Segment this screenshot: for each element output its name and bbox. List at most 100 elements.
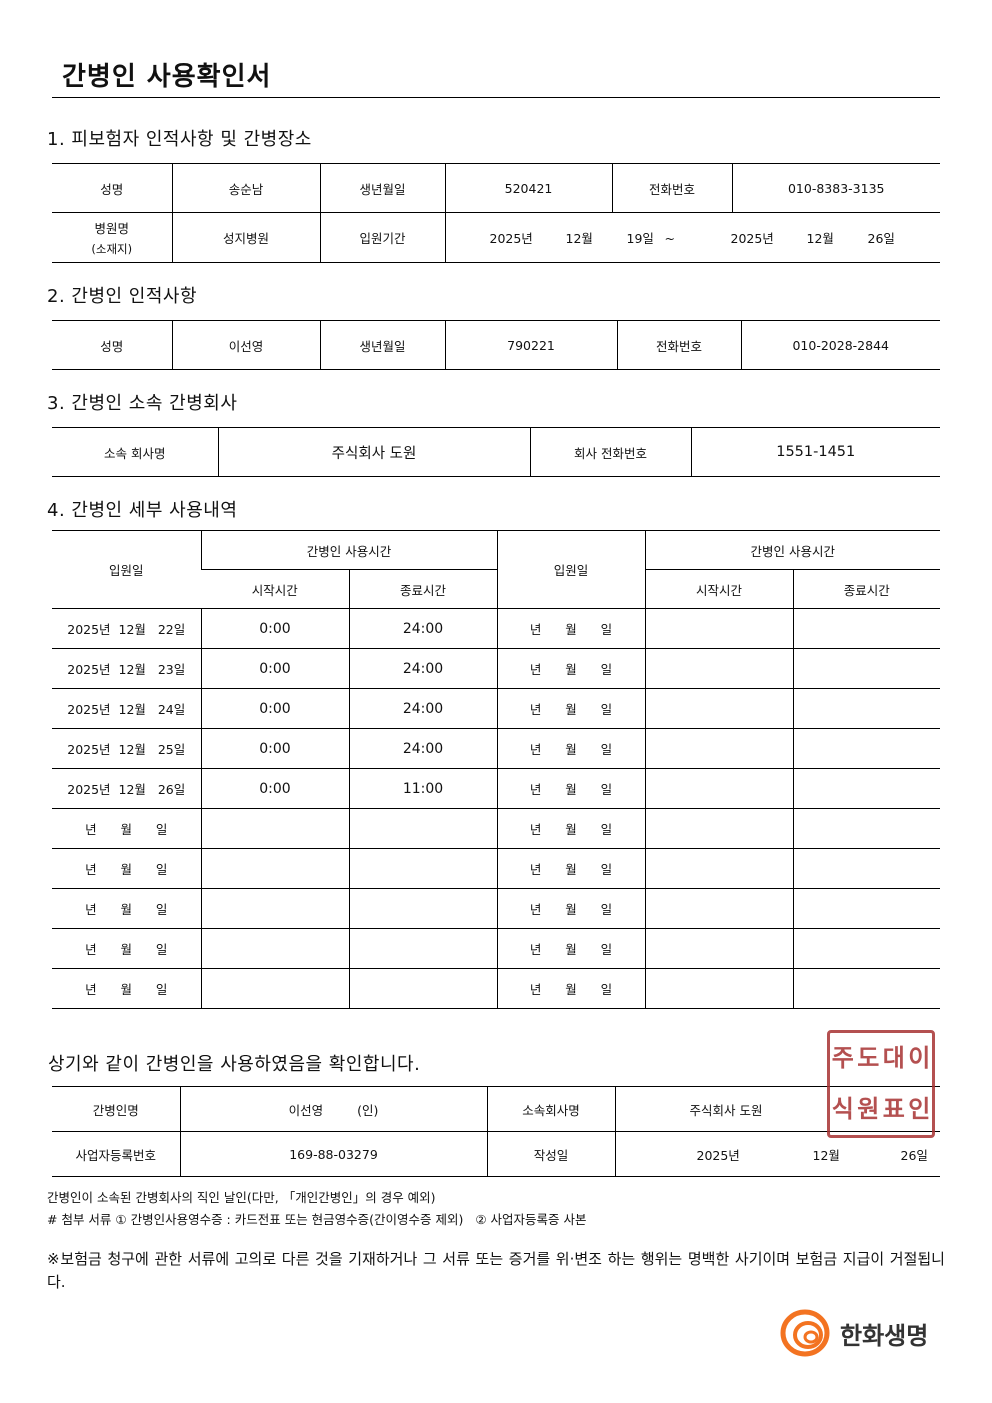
start-time: [644, 648, 794, 689]
end-time-header: 종료시간: [792, 569, 941, 609]
end-time: [792, 888, 941, 929]
end-time: [792, 648, 941, 689]
start-time: [644, 768, 794, 809]
start-time: 0:00: [200, 728, 349, 769]
end-time: [792, 808, 941, 849]
admission-date: 년 월 일: [496, 608, 646, 649]
insured-name: 송순남: [171, 163, 320, 213]
phone-label: 전화번호: [616, 320, 741, 370]
admission-date: 년 월 일: [496, 808, 646, 849]
name-label: 성명: [52, 320, 172, 370]
admission-date: 년 월 일: [496, 728, 646, 769]
company-phone: 1551-1451: [690, 427, 940, 477]
caregiver-name: 이선영: [171, 320, 320, 370]
admission-date: 2025년 12월 24일: [52, 688, 201, 729]
end-time: 24:00: [348, 728, 498, 769]
caregiver-name-seal: 이선영 (인): [179, 1086, 487, 1132]
admission-date: 2025년 12월 22일: [52, 608, 201, 649]
end-time: [792, 968, 941, 1009]
caregiver-name-label: 간병인명: [52, 1086, 180, 1132]
start-time: 0:00: [200, 768, 349, 809]
start-time: [644, 688, 794, 729]
admission-date: 년 월 일: [52, 848, 201, 889]
birth-label: 생년월일: [319, 163, 445, 213]
admission-date-header: 입원일: [52, 530, 201, 609]
admission-date-header: 입원일: [496, 530, 646, 609]
admission-date: 년 월 일: [496, 848, 646, 889]
admission-period: 2025년 12월 19일 ~2025년 12월 26일: [444, 212, 940, 263]
end-time: [348, 888, 498, 929]
usage-row: 2025년 12월 22일 0:00 24:00 년 월 일: [52, 608, 941, 649]
start-time: [644, 928, 794, 969]
insured-info-table: 성명 송순남 생년월일 520421 전화번호 010-8383-3135 병원…: [52, 163, 940, 263]
company-label: 소속 회사명: [52, 427, 218, 477]
usage-row: 2025년 12월 23일 0:00 24:00 년 월 일: [52, 648, 941, 689]
admission-date: 년 월 일: [52, 968, 201, 1009]
admission-date: 년 월 일: [52, 888, 201, 929]
written-date-label: 작성일: [486, 1131, 615, 1177]
section2-heading: 2. 간병인 인적사항: [47, 286, 198, 307]
phone-label: 전화번호: [611, 163, 732, 213]
end-time: [792, 768, 941, 809]
start-time: [200, 808, 349, 849]
usage-time-header: 간병인 사용시간: [644, 530, 941, 570]
admission-date: 2025년 12월 23일: [52, 648, 201, 689]
start-time: [200, 888, 349, 929]
confirm-company-name: 주식회사 도원: [614, 1086, 940, 1132]
end-time: 24:00: [348, 688, 498, 729]
end-time: [792, 728, 941, 769]
end-time: 11:00: [348, 768, 498, 809]
admission-date: 2025년 12월 25일: [52, 728, 201, 769]
caregiver-info-table: 성명 이선영 생년월일 790221 전화번호 010-2028-2844: [52, 320, 940, 370]
start-time: [644, 848, 794, 889]
end-time: [792, 928, 941, 969]
fraud-warning: ※보험금 청구에 관한 서류에 고의로 다른 것을 기재하거나 그 서류 또는 …: [47, 1250, 945, 1291]
business-number-label: 사업자등록번호: [52, 1131, 180, 1177]
admission-date: 년 월 일: [496, 648, 646, 689]
usage-row: 2025년 12월 26일 0:00 11:00 년 월 일: [52, 768, 941, 809]
start-time: [200, 928, 349, 969]
end-time: [348, 808, 498, 849]
confirmation-table: 간병인명 이선영 (인) 소속회사명 주식회사 도원 사업자등록번호 169-88…: [52, 1086, 940, 1177]
end-time: [792, 848, 941, 889]
admission-date: 년 월 일: [496, 768, 646, 809]
start-time: [644, 888, 794, 929]
start-time-header: 시작시간: [201, 569, 349, 609]
company-phone-label: 회사 전화번호: [529, 427, 691, 477]
section3-heading: 3. 간병인 소속 간병회사: [47, 393, 238, 414]
hospital-name: 성지병원: [171, 212, 320, 263]
start-time: [644, 608, 794, 649]
insured-birth: 520421: [444, 163, 612, 213]
admission-date: 년 월 일: [52, 928, 201, 969]
caregiver-birth: 790221: [444, 320, 617, 370]
period-label: 입원기간: [319, 212, 445, 263]
company-name-label: 소속회사명: [486, 1086, 615, 1132]
insured-phone: 010-8383-3135: [731, 163, 940, 213]
hanwha-logo-icon: [780, 1309, 830, 1357]
admission-date: 년 월 일: [496, 888, 646, 929]
end-time: 24:00: [348, 648, 498, 689]
company-name: 주식회사 도원: [217, 427, 530, 477]
hanwha-life-logo: 한화생명: [780, 1308, 928, 1358]
attachment-note: # 첨부 서류 ① 간병인사용영수증 : 카드전표 또는 현금영수증(간이영수증…: [47, 1212, 587, 1227]
start-time: 0:00: [200, 648, 349, 689]
admission-date: 년 월 일: [496, 968, 646, 1009]
written-date: 2025년 12월 26일: [614, 1131, 940, 1177]
end-time: [348, 928, 498, 969]
end-time: 24:00: [348, 608, 498, 649]
hospital-label: 병원명 (소재지): [52, 212, 172, 263]
start-time: 0:00: [200, 688, 349, 729]
usage-detail-table: 입원일 간병인 사용시간 입원일 간병인 사용시간 시작시간 종료시간 시작시간…: [52, 530, 941, 1009]
birth-label: 생년월일: [319, 320, 445, 370]
end-time: [792, 608, 941, 649]
start-time-header: 시작시간: [644, 569, 794, 609]
usage-row: 2025년 12월 24일 0:00 24:00 년 월 일: [52, 688, 941, 729]
end-time: [792, 688, 941, 729]
start-time: [644, 808, 794, 849]
page-title: 간병인 사용확인서: [62, 62, 272, 92]
